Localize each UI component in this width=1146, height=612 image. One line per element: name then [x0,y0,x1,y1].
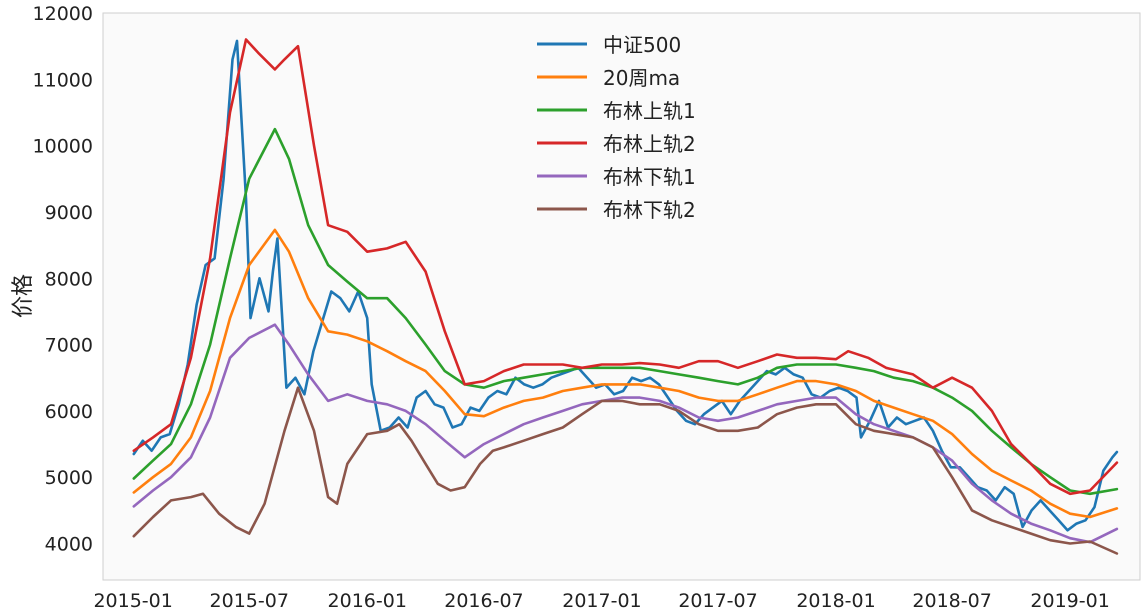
x-tick-label: 2016-01 [328,590,407,612]
series-lines [132,38,1119,555]
x-tick-label: 2015-01 [93,590,172,612]
series-line-4 [132,38,1119,496]
x-axis: 2015-01 2015-07 2016-01 2016-07 2017-01 2017-… [93,590,1109,612]
series-line-2 [132,228,1119,519]
x-tick-label: 2017-01 [562,590,641,612]
legend-label: 布林上轨1 [603,99,696,123]
series-line-5 [132,323,1119,544]
y-tick-label: 12000 [33,3,93,25]
legend-label: 布林上轨2 [603,132,696,156]
y-axis: 4000 5000 6000 7000 8000 9000 10000 11000 12000 [33,3,93,556]
legend-label: 中证500 [603,33,681,57]
legend-label: 布林下轨2 [603,198,696,222]
legend-label: 布林下轨1 [603,165,696,189]
x-tick-label: 2018-07 [912,590,991,612]
series-line-6 [132,386,1119,555]
x-tick-label: 2016-07 [444,590,523,612]
x-tick-label: 2017-07 [678,590,757,612]
y-tick-label: 6000 [45,401,93,423]
legend-label: 20周ma [603,66,680,90]
y-tick-label: 11000 [33,69,93,91]
plot-area [102,12,1141,581]
legend: 中证500 20周ma 布林上轨1 布林上轨2 布林下轨1 布林下轨2 [537,33,696,222]
x-tick-label: 2018-01 [796,590,875,612]
y-tick-label: 9000 [45,202,93,224]
x-tick-label: 2015-07 [210,590,289,612]
y-tick-label: 8000 [45,268,93,290]
y-axis-label: 价格 [11,274,36,318]
y-tick-label: 4000 [45,534,93,556]
y-tick-label: 7000 [45,335,93,357]
y-tick-label: 5000 [45,467,93,489]
y-tick-label: 10000 [33,136,93,158]
x-tick-label: 2019-01 [1030,590,1109,612]
series-line-1 [132,39,1119,532]
series-line-3 [132,127,1119,496]
